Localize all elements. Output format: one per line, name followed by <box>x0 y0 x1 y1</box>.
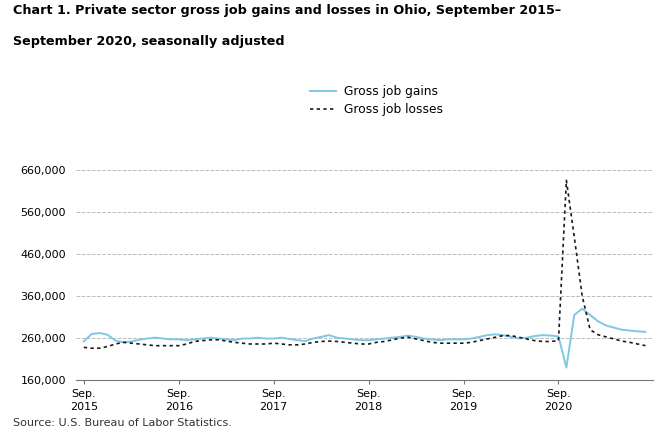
Gross job losses <box>88 346 96 351</box>
Gross job gains <box>396 334 404 340</box>
Legend: Gross job gains, Gross job losses: Gross job gains, Gross job losses <box>305 80 447 121</box>
Gross job gains <box>159 336 167 341</box>
Gross job losses <box>642 343 649 348</box>
Gross job losses <box>467 340 475 345</box>
Gross job losses <box>167 343 175 348</box>
Gross job gains <box>80 339 88 344</box>
Gross job losses <box>278 341 286 347</box>
Line: Gross job losses: Gross job losses <box>84 180 645 348</box>
Text: September 2020, seasonally adjusted: September 2020, seasonally adjusted <box>13 35 285 48</box>
Gross job losses <box>610 336 618 342</box>
Gross job losses <box>562 178 570 183</box>
Gross job gains <box>642 329 649 334</box>
Gross job gains <box>610 325 618 330</box>
Line: Gross job gains: Gross job gains <box>84 309 645 368</box>
Gross job gains <box>562 365 570 370</box>
Gross job losses <box>404 335 412 340</box>
Text: Chart 1. Private sector gross job gains and losses in Ohio, September 2015–: Chart 1. Private sector gross job gains … <box>13 4 561 17</box>
Gross job gains <box>459 337 467 342</box>
Gross job gains <box>270 336 278 341</box>
Gross job losses <box>444 340 451 346</box>
Gross job gains <box>578 306 586 311</box>
Gross job losses <box>80 345 88 350</box>
Text: Source: U.S. Bureau of Labor Statistics.: Source: U.S. Bureau of Labor Statistics. <box>13 418 232 428</box>
Gross job gains <box>436 338 444 343</box>
